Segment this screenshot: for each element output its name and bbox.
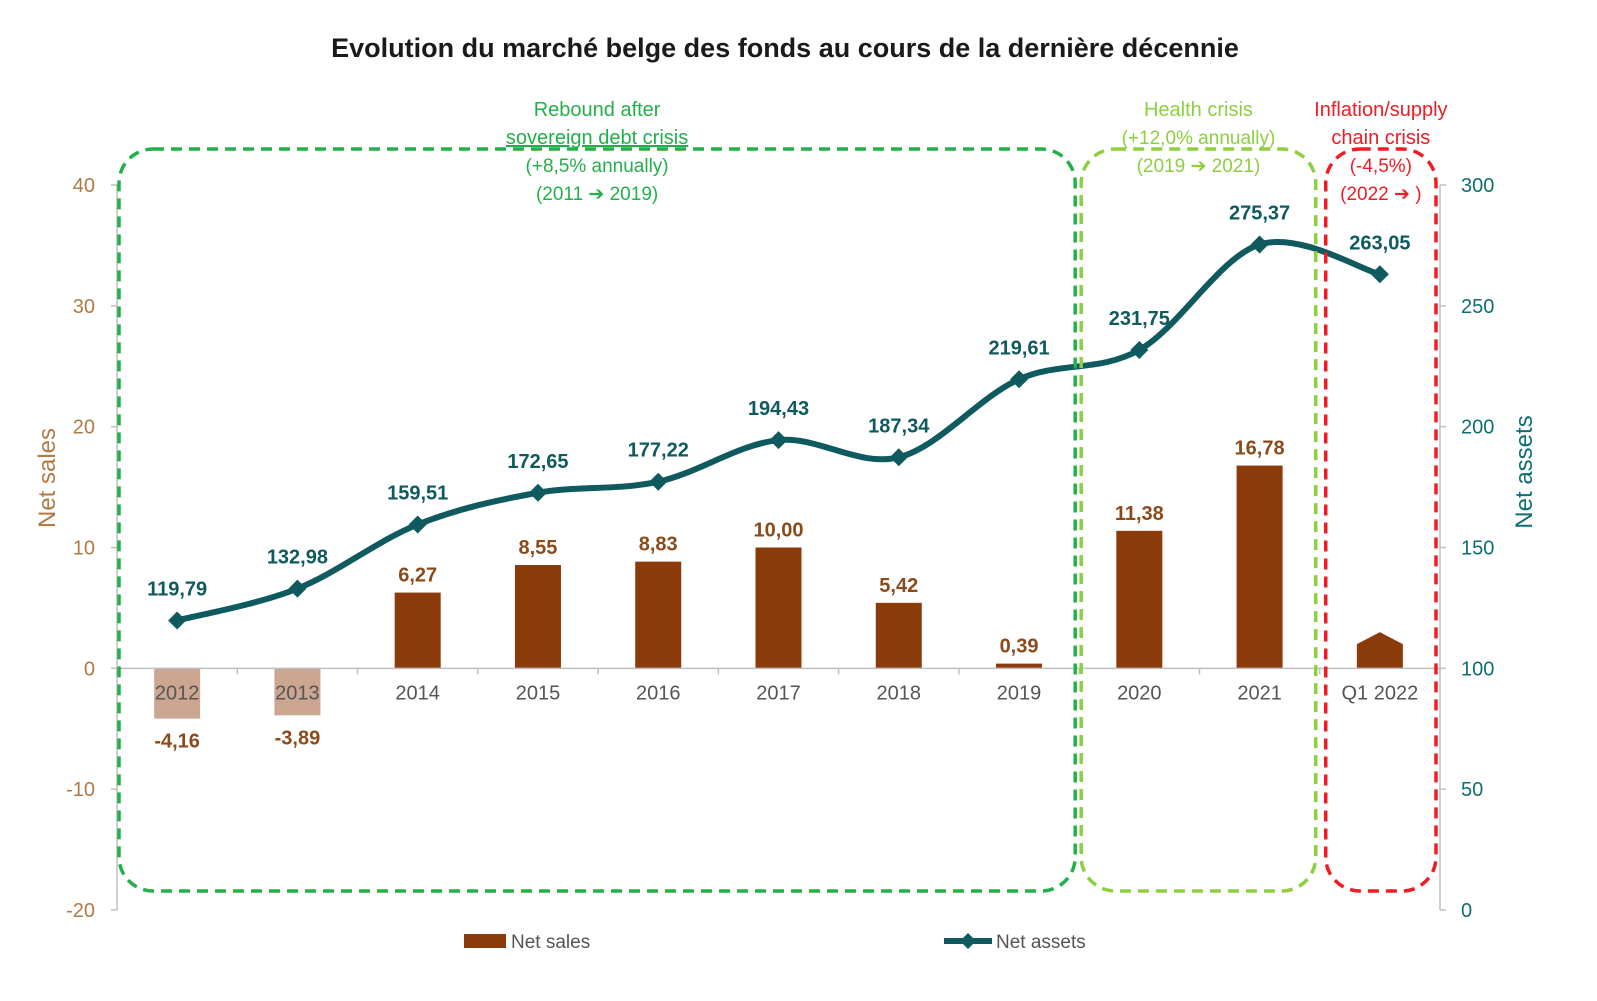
bar-value-label: 8,83 <box>639 534 678 556</box>
net-assets-value-label: 231,75 <box>1109 308 1170 330</box>
bar <box>154 668 201 719</box>
bar <box>394 592 441 669</box>
net-assets-point <box>1130 340 1149 359</box>
x-tick-label: 2020 <box>1117 682 1162 704</box>
annotation-box <box>1323 147 1438 893</box>
annotation-text: (-4,5%) <box>1350 156 1412 177</box>
bar-value-label: -4,16 <box>154 731 200 753</box>
bar-value-label: 8,55 <box>518 537 557 559</box>
x-tick-label: 2021 <box>1237 682 1282 704</box>
net-assets-value-label: 119,79 <box>147 579 207 601</box>
net-assets-value-label: 263,05 <box>1349 232 1410 254</box>
net-assets-value-label: 159,51 <box>387 483 448 505</box>
net-assets-point <box>528 483 547 502</box>
x-tick-label: 2017 <box>756 682 801 704</box>
net-assets-point <box>649 472 668 491</box>
bar-value-label: 6,27 <box>398 565 437 587</box>
x-tick-label: Q1 2022 <box>1341 682 1418 704</box>
bar <box>1116 530 1163 669</box>
left-tick-label: 20 <box>73 417 95 439</box>
bar-value-label: -3,89 <box>275 727 321 749</box>
left-tick-label: 10 <box>73 538 95 560</box>
x-tick-label: 2019 <box>997 682 1042 704</box>
bar <box>996 663 1043 669</box>
left-tick-label: -20 <box>66 900 95 922</box>
bar-value-label: 11,38 <box>1115 503 1164 525</box>
legend-marker-net-assets <box>960 933 976 949</box>
right-tick-label: 100 <box>1461 658 1494 680</box>
net-assets-value-label: 194,43 <box>748 398 809 420</box>
left-tick-label: -10 <box>66 779 95 801</box>
net-assets-point <box>769 431 788 450</box>
net-assets-point <box>1370 265 1389 284</box>
left-tick-label: 30 <box>73 296 95 318</box>
bar-value-label: 10,00 <box>753 520 803 542</box>
legend-swatch-net-sales <box>464 934 506 948</box>
annotation-box <box>117 147 1077 893</box>
right-tick-label: 50 <box>1461 779 1483 801</box>
x-tick-label: 2014 <box>395 682 440 704</box>
annotation-text: Inflation/supply <box>1314 99 1447 121</box>
net-assets-point <box>1010 370 1029 389</box>
net-assets-point <box>288 579 307 598</box>
net-assets-value-label: 132,98 <box>267 547 328 569</box>
net-assets-point <box>408 515 427 534</box>
annotation-box <box>1079 147 1318 893</box>
x-tick-label: 2018 <box>877 682 922 704</box>
chart-title: Evolution du marché belge des fonds au c… <box>331 33 1239 63</box>
net-assets-value-label: 275,37 <box>1229 203 1290 225</box>
annotation-text: (2022 ➔ ) <box>1340 184 1421 205</box>
right-tick-label: 0 <box>1461 900 1472 922</box>
net-assets-value-label: 187,34 <box>868 415 930 437</box>
right-tick-label: 200 <box>1461 417 1494 439</box>
right-tick-label: 150 <box>1461 538 1494 560</box>
legend-label-net-assets: Net assets <box>996 932 1086 953</box>
right-axis-title: Net assets <box>1511 415 1538 528</box>
net-assets-value-label: 172,65 <box>507 451 568 473</box>
annotation-text: sovereign debt crisis <box>506 127 688 149</box>
left-axis-title: Net sales <box>34 428 61 528</box>
x-tick-label: 2013 <box>275 682 320 704</box>
bar <box>1236 465 1283 669</box>
net-assets-value-label: 177,22 <box>628 440 689 462</box>
bar-value-label: 16,78 <box>1235 438 1285 460</box>
legend-label-net-sales: Net sales <box>511 932 590 953</box>
annotation-text: (+12,0% annually) <box>1122 128 1276 149</box>
left-tick-label: 0 <box>84 658 95 680</box>
annotation-text: (2019 ➔ 2021) <box>1137 156 1261 177</box>
net-assets-value-label: 219,61 <box>988 337 1049 359</box>
annotation-text: (2011 ➔ 2019) <box>536 184 658 205</box>
annotation-text: Health crisis <box>1144 99 1253 121</box>
x-tick-label: 2016 <box>636 682 681 704</box>
bar <box>635 561 682 669</box>
annotation-text: chain crisis <box>1331 127 1430 149</box>
net-assets-point <box>168 611 187 630</box>
annotation-text: (+8,5% annually) <box>526 156 669 177</box>
x-tick-label: 2015 <box>516 682 561 704</box>
x-tick-label: 2012 <box>155 682 200 704</box>
bar <box>875 602 922 669</box>
right-tick-label: 250 <box>1461 296 1494 318</box>
net-assets-point <box>889 448 908 467</box>
bar <box>274 668 321 716</box>
net-assets-point <box>1250 235 1269 254</box>
annotation-text: Rebound after <box>534 99 661 121</box>
bar <box>1356 632 1403 669</box>
bar <box>514 565 561 669</box>
bar-value-label: 5,42 <box>879 575 918 597</box>
bar <box>755 547 802 669</box>
bar-value-label: 0,39 <box>1000 636 1039 658</box>
left-tick-label: 40 <box>73 175 95 197</box>
right-tick-label: 300 <box>1461 175 1494 197</box>
